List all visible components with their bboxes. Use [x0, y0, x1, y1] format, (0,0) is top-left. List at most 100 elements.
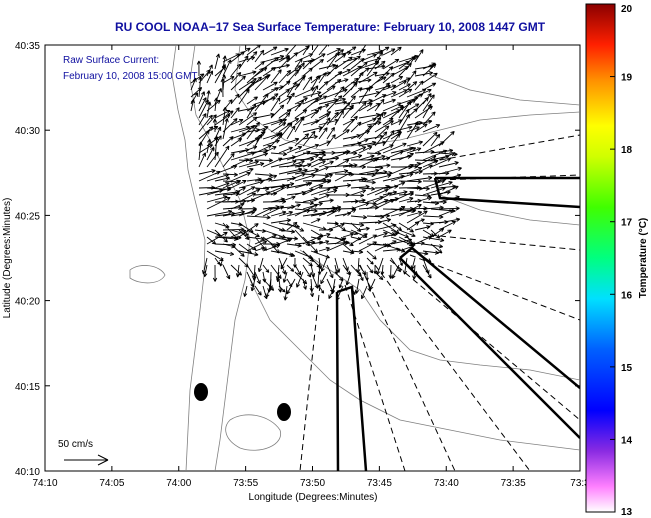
current-vector	[294, 116, 305, 133]
current-vector	[374, 120, 394, 133]
current-vector	[230, 264, 243, 276]
current-vector	[318, 246, 330, 252]
current-vector	[390, 75, 404, 84]
current-vector	[430, 157, 452, 168]
current-vector	[310, 53, 326, 63]
current-vector	[406, 121, 419, 140]
current-vector	[294, 76, 305, 91]
current-vector	[206, 101, 212, 119]
current-vector	[302, 236, 319, 254]
current-vector	[345, 271, 352, 286]
current-vector	[302, 264, 312, 278]
current-vector	[366, 120, 382, 126]
current-vector	[286, 222, 305, 232]
current-vector	[350, 101, 367, 119]
y-tick-label: 40:15	[15, 382, 40, 393]
current-vector	[374, 192, 393, 203]
current-vector	[302, 130, 316, 147]
current-vector	[326, 48, 341, 56]
current-vector	[278, 95, 292, 105]
current-vector	[262, 205, 285, 217]
current-vector	[262, 54, 285, 63]
contour-east	[439, 194, 580, 226]
current-vector	[198, 99, 209, 119]
current-vector	[286, 145, 303, 154]
current-vector	[238, 70, 257, 77]
current-vector	[398, 88, 413, 98]
current-vector	[254, 125, 269, 133]
current-vector	[286, 150, 311, 161]
current-vector	[212, 118, 218, 133]
current-vector	[350, 202, 370, 210]
current-vector	[286, 69, 300, 84]
current-vector	[369, 278, 376, 291]
current-vector	[262, 146, 277, 154]
current-vector	[213, 97, 219, 112]
current-vector	[398, 108, 410, 126]
current-vector	[254, 246, 266, 252]
current-vector	[422, 111, 436, 126]
current-vector	[366, 94, 387, 105]
current-vector	[230, 118, 244, 126]
current-vector	[342, 82, 358, 98]
current-vector	[206, 197, 231, 210]
current-vector	[380, 264, 385, 275]
current-vector	[398, 62, 412, 77]
current-vector	[318, 117, 331, 133]
current-vector	[358, 157, 379, 168]
current-vector	[278, 237, 293, 245]
y-tick-label: 40:10	[15, 467, 40, 478]
current-vector	[438, 209, 454, 217]
current-vector	[294, 203, 318, 217]
current-vector	[402, 257, 408, 275]
current-vector	[342, 55, 361, 70]
current-vector	[302, 59, 313, 70]
current-vector	[238, 145, 258, 154]
current-vector	[286, 45, 299, 56]
current-vector	[390, 191, 414, 203]
current-vector	[270, 182, 295, 189]
x-tick-label: 73:40	[434, 478, 459, 489]
current-vector	[278, 57, 291, 70]
current-vector	[374, 188, 389, 196]
current-vector	[390, 106, 405, 119]
current-vector	[302, 154, 319, 161]
current-vector	[214, 176, 230, 182]
current-vector	[410, 257, 416, 270]
current-vector	[222, 136, 234, 147]
current-vector	[302, 95, 323, 105]
current-vector	[286, 92, 295, 105]
current-vector	[318, 81, 329, 91]
current-vector	[230, 51, 245, 63]
current-vector	[302, 134, 318, 140]
current-vector	[366, 102, 381, 112]
current-vector	[238, 250, 259, 257]
current-vector	[326, 134, 336, 147]
current-vector	[366, 173, 392, 182]
current-vector	[438, 166, 462, 175]
current-vector	[334, 236, 354, 247]
current-vector	[278, 195, 296, 203]
current-vector	[238, 186, 256, 196]
current-vector	[282, 271, 288, 283]
current-vector	[302, 202, 323, 210]
current-vector	[254, 112, 275, 119]
current-vector	[422, 141, 445, 154]
contour-blob-2	[129, 265, 166, 284]
current-vector	[286, 118, 300, 126]
y-tick-label: 40:20	[15, 297, 40, 308]
current-vector	[422, 82, 437, 91]
current-vector	[398, 114, 410, 133]
current-vector	[294, 99, 305, 112]
current-vector	[318, 189, 338, 196]
current-vector	[350, 121, 362, 133]
current-vector	[414, 155, 437, 168]
current-vector	[238, 78, 257, 91]
current-vector	[414, 80, 424, 91]
current-vector	[358, 71, 378, 84]
current-vector	[302, 67, 313, 77]
current-vector	[265, 285, 272, 298]
current-vector	[366, 60, 379, 77]
current-vector	[230, 63, 242, 77]
